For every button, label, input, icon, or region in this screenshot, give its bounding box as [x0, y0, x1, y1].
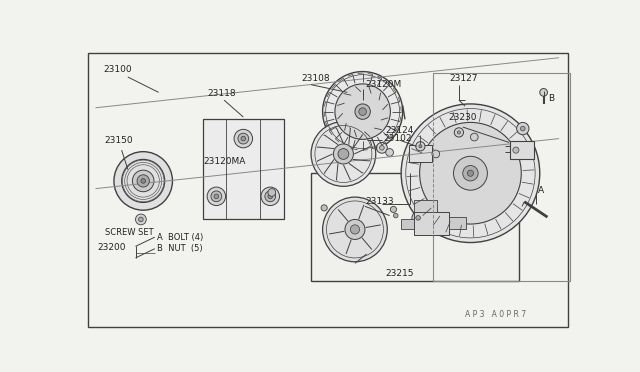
Text: 23133: 23133: [365, 197, 394, 206]
Circle shape: [467, 170, 474, 176]
Circle shape: [390, 206, 397, 212]
Circle shape: [516, 122, 529, 135]
Bar: [414, 212, 449, 235]
Text: 23120MA: 23120MA: [204, 157, 246, 166]
Circle shape: [238, 133, 249, 144]
Bar: [511, 141, 534, 159]
Text: A: A: [538, 186, 543, 195]
Text: 23215: 23215: [386, 269, 414, 278]
Circle shape: [458, 131, 460, 134]
Circle shape: [132, 170, 154, 192]
Circle shape: [141, 179, 145, 183]
Text: 23230: 23230: [448, 112, 477, 122]
Circle shape: [136, 214, 147, 225]
Text: B  NUT  (5): B NUT (5): [157, 244, 203, 253]
Circle shape: [241, 136, 246, 141]
Circle shape: [345, 219, 365, 240]
Circle shape: [412, 212, 424, 224]
Text: 23150: 23150: [105, 136, 133, 145]
Circle shape: [386, 148, 394, 156]
Circle shape: [323, 71, 403, 152]
Circle shape: [416, 142, 425, 151]
Circle shape: [394, 213, 398, 218]
Circle shape: [454, 156, 488, 190]
Circle shape: [432, 150, 440, 158]
Circle shape: [355, 104, 371, 119]
Circle shape: [311, 122, 376, 186]
Bar: [409, 145, 432, 162]
Bar: [433, 73, 570, 281]
Text: B: B: [548, 94, 554, 103]
Circle shape: [470, 133, 478, 141]
Circle shape: [114, 152, 172, 210]
Circle shape: [335, 84, 390, 140]
Bar: [414, 200, 437, 212]
Text: SCREW SET: SCREW SET: [105, 228, 154, 237]
Circle shape: [513, 147, 519, 153]
Circle shape: [520, 126, 525, 131]
Circle shape: [234, 129, 253, 148]
Circle shape: [268, 194, 273, 199]
Text: 23108: 23108: [301, 74, 330, 83]
Text: A  BOLT (4): A BOLT (4): [157, 232, 204, 242]
Circle shape: [376, 142, 387, 153]
Circle shape: [416, 216, 420, 220]
Text: 23120M: 23120M: [365, 80, 401, 89]
Bar: [311, 173, 519, 281]
Circle shape: [333, 144, 353, 164]
Text: 23118: 23118: [207, 89, 236, 99]
Circle shape: [321, 205, 327, 211]
Circle shape: [214, 194, 219, 199]
Text: A P 3   A 0 P R 7: A P 3 A 0 P R 7: [465, 310, 526, 319]
Circle shape: [338, 148, 349, 159]
Circle shape: [323, 197, 387, 262]
Circle shape: [350, 225, 360, 234]
Circle shape: [139, 217, 143, 222]
Circle shape: [463, 166, 478, 181]
Bar: [204, 119, 284, 219]
Circle shape: [265, 191, 276, 202]
Circle shape: [211, 191, 221, 202]
Bar: [433, 73, 570, 281]
Text: 23200: 23200: [97, 243, 125, 253]
Circle shape: [380, 145, 384, 150]
Text: 23100: 23100: [103, 65, 132, 74]
Circle shape: [540, 89, 547, 96]
Circle shape: [419, 145, 422, 148]
Bar: [401, 219, 414, 230]
Circle shape: [420, 122, 521, 224]
Circle shape: [401, 104, 540, 243]
Circle shape: [454, 128, 463, 137]
Circle shape: [207, 187, 225, 206]
Text: 23127: 23127: [450, 74, 478, 83]
Bar: [449, 217, 466, 230]
Text: 23102: 23102: [383, 134, 412, 143]
Circle shape: [261, 187, 280, 206]
Text: 23124: 23124: [386, 126, 414, 135]
Circle shape: [137, 175, 149, 187]
Circle shape: [268, 189, 276, 196]
Circle shape: [359, 108, 367, 115]
